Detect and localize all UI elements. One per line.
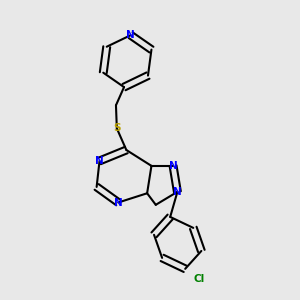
Text: N: N bbox=[173, 187, 182, 197]
Text: N: N bbox=[95, 156, 104, 166]
Text: Cl: Cl bbox=[194, 274, 205, 284]
Text: N: N bbox=[169, 161, 178, 171]
Text: S: S bbox=[113, 123, 121, 134]
Text: N: N bbox=[126, 30, 135, 40]
Text: N: N bbox=[114, 197, 123, 208]
